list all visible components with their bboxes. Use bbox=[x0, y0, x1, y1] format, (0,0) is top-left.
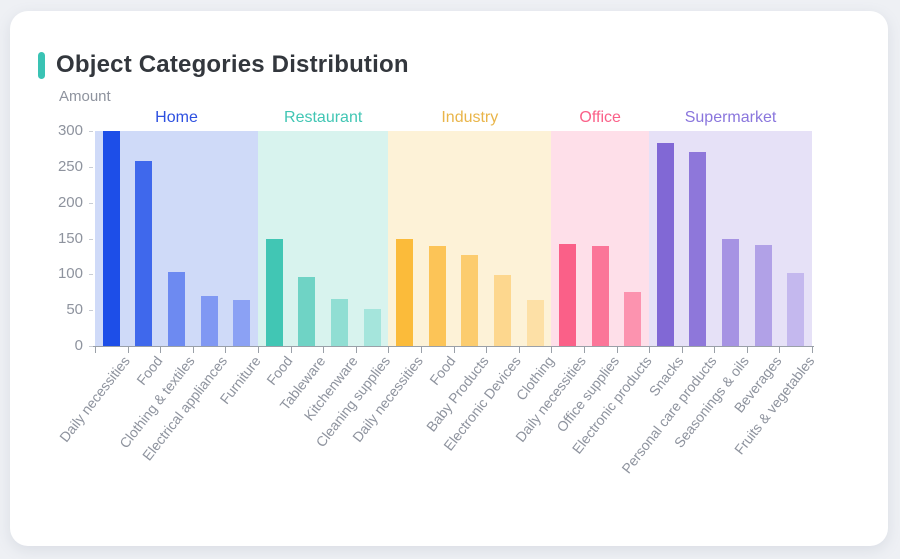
bar-industry-clothing[interactable] bbox=[526, 300, 544, 346]
x-axis-tick bbox=[681, 347, 683, 353]
y-axis-tick bbox=[89, 346, 93, 347]
x-axis-tick bbox=[258, 347, 259, 353]
x-tick-label-daily-necessities: Daily necessities bbox=[56, 353, 133, 446]
bar-home-daily-necessities[interactable] bbox=[102, 131, 120, 346]
x-axis-tick bbox=[551, 347, 553, 353]
x-axis-tick bbox=[714, 347, 716, 353]
x-axis-tick bbox=[583, 347, 585, 353]
x-axis-tick bbox=[192, 347, 194, 353]
x-axis-tick bbox=[160, 347, 162, 353]
x-axis-tick bbox=[746, 347, 748, 353]
bar-industry-daily-necessities[interactable] bbox=[396, 238, 414, 346]
y-tick-label: 50 bbox=[66, 301, 83, 319]
x-axis-tick bbox=[323, 347, 325, 353]
x-axis-tick bbox=[225, 347, 227, 353]
y-axis-tick bbox=[89, 238, 93, 240]
x-axis-line bbox=[93, 346, 814, 347]
y-axis-title: Amount bbox=[59, 88, 111, 105]
bar-industry-electronic-devices[interactable] bbox=[493, 275, 511, 347]
y-axis-tick bbox=[89, 202, 93, 204]
bar-home-furniture[interactable] bbox=[233, 300, 251, 346]
y-tick-label: 250 bbox=[57, 157, 83, 175]
x-axis-tick bbox=[127, 347, 129, 353]
bar-restaurant-food[interactable] bbox=[265, 239, 283, 346]
bar-industry-food[interactable] bbox=[428, 246, 446, 346]
x-axis-tick bbox=[420, 347, 422, 353]
y-axis-tick bbox=[89, 166, 93, 168]
x-axis-tick bbox=[453, 347, 455, 353]
group-label-home: Home bbox=[155, 109, 198, 126]
y-tick-label: 200 bbox=[57, 193, 83, 211]
page-title: Object Categories Distribution bbox=[56, 51, 409, 78]
group-label-supermarket: Supermarket bbox=[684, 109, 777, 126]
bar-office-electronic-products[interactable] bbox=[624, 292, 642, 347]
y-tick-label: 0 bbox=[74, 337, 83, 354]
bar-office-office-supplies[interactable] bbox=[591, 246, 609, 346]
bar-supermarket-fruits-vegetables[interactable] bbox=[787, 272, 805, 346]
bar-supermarket-beverages[interactable] bbox=[754, 244, 772, 346]
bar-industry-baby-products[interactable] bbox=[461, 255, 479, 346]
y-axis-tick bbox=[89, 310, 93, 312]
x-axis-tick bbox=[616, 347, 618, 353]
y-axis-tick bbox=[89, 274, 93, 276]
y-tick-label: 100 bbox=[57, 265, 83, 283]
x-axis-tick bbox=[812, 347, 813, 353]
x-axis-tick bbox=[290, 347, 292, 353]
y-tick-label: 150 bbox=[57, 229, 83, 247]
bar-restaurant-kitchenware[interactable] bbox=[330, 299, 348, 346]
bar-restaurant-tableware[interactable] bbox=[298, 276, 316, 346]
y-axis-tick bbox=[89, 131, 93, 132]
x-axis-tick bbox=[649, 347, 650, 353]
bar-supermarket-snacks[interactable] bbox=[656, 142, 674, 346]
bar-home-food[interactable] bbox=[135, 161, 153, 346]
x-axis-tick bbox=[388, 347, 390, 353]
y-tick-label: 300 bbox=[57, 122, 83, 139]
title-row: Object Categories Distribution bbox=[38, 51, 409, 79]
x-tick-label-food: Food bbox=[426, 353, 459, 389]
bar-restaurant-cleaning-supplies[interactable] bbox=[363, 308, 381, 346]
x-axis-tick bbox=[779, 347, 781, 353]
group-label-restaurant: Restaurant bbox=[284, 109, 363, 126]
x-axis-tick bbox=[518, 347, 520, 353]
bar-home-electrical-appliances[interactable] bbox=[200, 295, 218, 346]
bar-supermarket-personal-care-products[interactable] bbox=[689, 151, 707, 346]
group-label-office: Office bbox=[579, 109, 621, 126]
bar-supermarket-seasonings-oils[interactable] bbox=[722, 239, 739, 346]
bar-home-clothing-textiles[interactable] bbox=[168, 272, 185, 346]
x-axis-tick bbox=[95, 347, 96, 353]
group-label-industry: Industry bbox=[441, 109, 499, 126]
x-axis-tick bbox=[486, 347, 488, 353]
x-axis-tick bbox=[355, 347, 357, 353]
title-accent-bar bbox=[38, 51, 45, 79]
bar-office-daily-necessities[interactable] bbox=[559, 243, 577, 346]
